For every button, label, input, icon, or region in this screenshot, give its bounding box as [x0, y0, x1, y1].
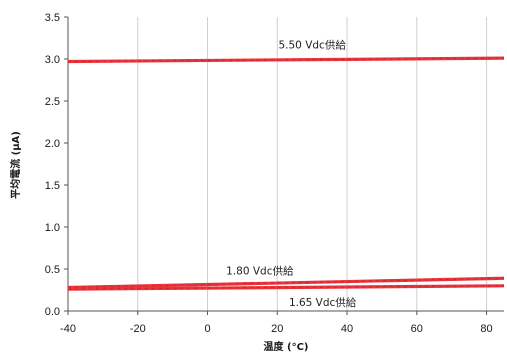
y-tick-label: 0.0	[45, 306, 60, 318]
y-tick-label: 3.5	[45, 12, 60, 24]
series-label: 1.80 Vdc供給	[226, 265, 294, 278]
x-tick-label: 40	[341, 323, 353, 335]
y-axis-title: 平均電流 (μA)	[9, 131, 22, 199]
series-label: 5.50 Vdc供給	[278, 39, 346, 52]
series-lines	[67, 56, 505, 291]
y-tick-label: 0.5	[45, 264, 60, 276]
y-tick-label: 2.5	[45, 96, 60, 108]
series-labels: 5.50 Vdc供給 1.80 Vdc供給 1.65 Vdc供給	[226, 39, 357, 309]
series-label: 1.65 Vdc供給	[289, 296, 357, 309]
y-tick-label: 3.0	[45, 54, 60, 66]
x-axis-title: 温度 (°C)	[264, 340, 309, 353]
tick-labels: 0.0 0.5 1.0 1.5 2.0 2.5 3.0 3.5 -40 -20 0 20 40 60 80	[45, 12, 493, 335]
x-tick-label: -20	[130, 323, 146, 335]
x-tick-label: 0	[204, 323, 210, 335]
y-tick-label: 2.0	[45, 138, 60, 150]
series-line-overlay	[67, 277, 505, 288]
series-line-overlay	[67, 57, 505, 62]
x-tick-label: -40	[60, 323, 76, 335]
series-line-overlay	[67, 285, 505, 290]
x-tick-label: 60	[411, 323, 423, 335]
x-tick-label: 80	[480, 323, 492, 335]
x-tick-label: 20	[271, 323, 283, 335]
y-tick-label: 1.5	[45, 180, 60, 192]
y-tick-label: 1.0	[45, 222, 60, 234]
axes	[64, 16, 504, 315]
gridlines	[67, 17, 488, 311]
